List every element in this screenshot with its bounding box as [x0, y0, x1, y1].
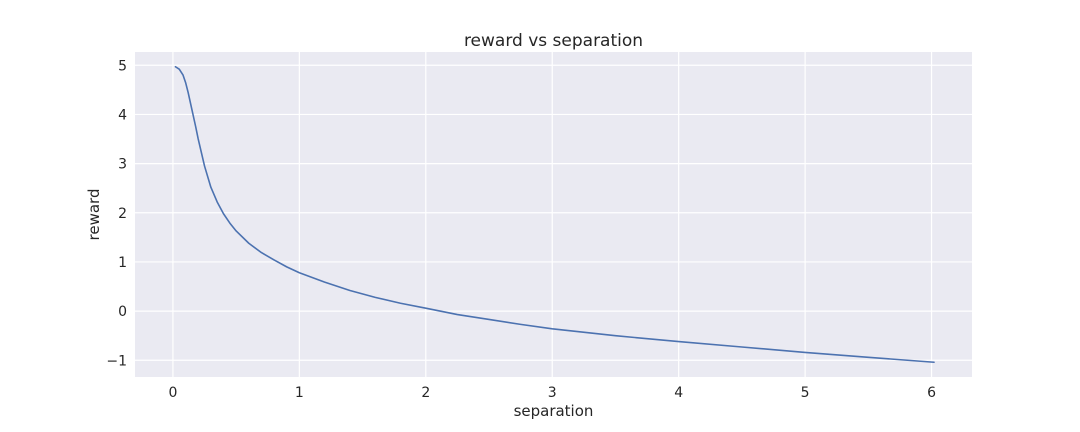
y-tick-label: 5 — [118, 58, 127, 74]
x-tick-label: 3 — [548, 385, 557, 401]
x-tick-label: 5 — [801, 385, 810, 401]
x-tick-label: 2 — [421, 385, 430, 401]
y-tick-label: 1 — [118, 255, 127, 271]
series-layer — [174, 65, 935, 364]
series-line — [174, 65, 935, 364]
y-tick-label: 3 — [118, 157, 127, 173]
x-tick-label: 6 — [927, 385, 936, 401]
y-tick-label: 0 — [118, 304, 127, 320]
y-tick-label: 4 — [118, 107, 127, 123]
y-axis-label: reward — [85, 189, 103, 241]
chart-title: reward vs separation — [464, 31, 643, 51]
x-axis-label: separation — [514, 402, 594, 420]
plot-area — [135, 52, 972, 377]
y-tick-label: −1 — [106, 353, 127, 369]
x-tick-label: 1 — [295, 385, 304, 401]
grid-layer — [135, 52, 972, 377]
tick-layer: 0 1 2 3 4 5 6 −1 0 1 2 3 4 5 — [106, 58, 936, 401]
y-tick-label: 2 — [118, 206, 127, 222]
x-tick-label: 4 — [674, 385, 683, 401]
x-tick-label: 0 — [168, 385, 177, 401]
